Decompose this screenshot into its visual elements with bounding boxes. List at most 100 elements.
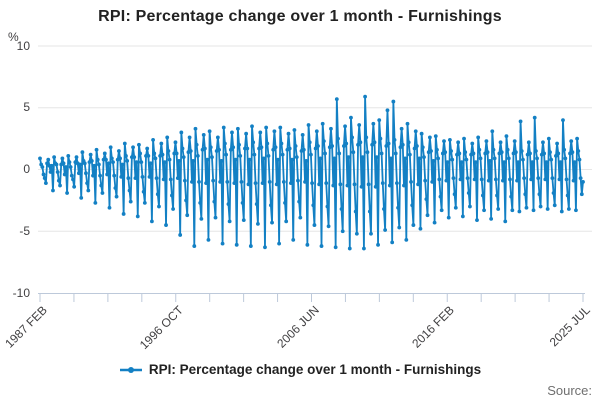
data-point-marker (203, 146, 207, 151)
data-point-marker (404, 237, 409, 242)
data-point-marker (313, 146, 318, 151)
data-point-marker (298, 215, 303, 220)
data-point-marker (501, 178, 505, 183)
data-point-marker (204, 181, 208, 185)
data-point-marker (475, 218, 479, 223)
data-point-marker (157, 204, 161, 209)
data-point-marker (393, 151, 398, 156)
data-point-marker (575, 136, 580, 141)
data-point-marker (64, 165, 68, 169)
data-point-marker (284, 219, 289, 224)
data-point-marker (164, 223, 168, 227)
data-point-marker (258, 130, 263, 135)
data-point-marker (133, 176, 138, 181)
data-point-marker (363, 94, 367, 99)
data-point-marker (309, 152, 313, 157)
data-point-marker (231, 145, 236, 150)
data-point-marker (473, 160, 478, 164)
y-tick-label: 0 (23, 162, 30, 176)
data-point-marker (479, 177, 484, 182)
data-point-marker (170, 193, 174, 198)
data-point-marker (241, 218, 246, 223)
data-point-marker (364, 135, 369, 140)
data-point-marker (265, 141, 270, 146)
data-point-marker (523, 192, 528, 197)
data-point-marker (198, 200, 203, 205)
data-point-marker (224, 152, 229, 157)
data-point-marker (232, 181, 237, 185)
data-point-marker (472, 177, 477, 182)
data-point-marker (324, 181, 329, 185)
data-point-marker (326, 224, 331, 229)
data-point-marker (121, 212, 126, 216)
data-point-marker (221, 125, 226, 130)
data-point-marker (329, 126, 333, 131)
data-point-marker (581, 179, 585, 184)
series-line (39, 95, 584, 250)
data-point-marker (562, 147, 567, 152)
data-point-marker (244, 131, 249, 136)
data-point-marker (387, 183, 392, 188)
data-point-marker (107, 205, 112, 210)
data-point-marker (85, 181, 90, 185)
data-point-marker (488, 158, 492, 163)
chart-plot-area[interactable] (0, 0, 600, 355)
legend-item[interactable]: RPI: Percentage change over 1 month - Fu… (0, 362, 600, 377)
data-point-marker (522, 176, 527, 181)
data-point-marker (337, 151, 342, 156)
data-point-marker (512, 139, 517, 143)
data-point-marker (350, 135, 355, 140)
data-point-marker (208, 145, 213, 150)
data-point-marker (91, 173, 95, 178)
data-point-marker (559, 209, 564, 214)
data-point-marker (247, 157, 252, 162)
data-point-marker (537, 192, 542, 197)
data-point-marker (438, 194, 443, 199)
data-point-marker (65, 191, 69, 195)
data-point-marker (341, 144, 346, 148)
data-point-marker (195, 154, 200, 158)
data-point-marker (42, 176, 47, 181)
data-point-marker (338, 182, 343, 187)
data-point-marker (430, 179, 435, 184)
data-point-marker (290, 157, 294, 162)
data-point-marker (230, 130, 234, 135)
data-point-marker (54, 162, 59, 167)
data-point-marker (256, 221, 260, 226)
data-point-marker (199, 217, 204, 221)
data-point-marker (374, 155, 379, 160)
data-point-marker (293, 144, 298, 148)
data-point-marker (519, 149, 524, 153)
data-point-marker (62, 172, 67, 177)
data-point-marker (226, 202, 231, 206)
source-label: Source: (547, 383, 592, 398)
data-point-marker (177, 158, 181, 163)
data-point-marker (383, 228, 388, 232)
data-point-marker (546, 136, 551, 141)
data-point-marker (56, 178, 61, 183)
data-point-marker (153, 156, 158, 161)
data-point-marker (272, 129, 277, 134)
data-point-marker (405, 121, 410, 126)
data-point-marker (367, 209, 372, 214)
data-point-marker (396, 205, 400, 210)
data-point-marker (369, 231, 373, 236)
data-point-marker (168, 177, 173, 182)
data-point-marker (187, 135, 192, 140)
data-point-marker (508, 177, 512, 182)
data-point-marker (357, 123, 362, 127)
data-point-marker (415, 144, 419, 148)
data-point-marker (407, 152, 412, 157)
data-point-marker (382, 207, 386, 211)
data-point-marker (535, 156, 539, 161)
data-point-marker (254, 202, 259, 206)
data-point-marker (294, 155, 299, 160)
data-point-marker (111, 160, 115, 164)
data-point-marker (377, 118, 382, 122)
series-rpi-furnishings[interactable] (38, 94, 585, 251)
data-point-marker (385, 108, 390, 113)
data-point-marker (67, 160, 72, 164)
data-point-marker (419, 131, 424, 136)
data-point-marker (316, 144, 320, 148)
